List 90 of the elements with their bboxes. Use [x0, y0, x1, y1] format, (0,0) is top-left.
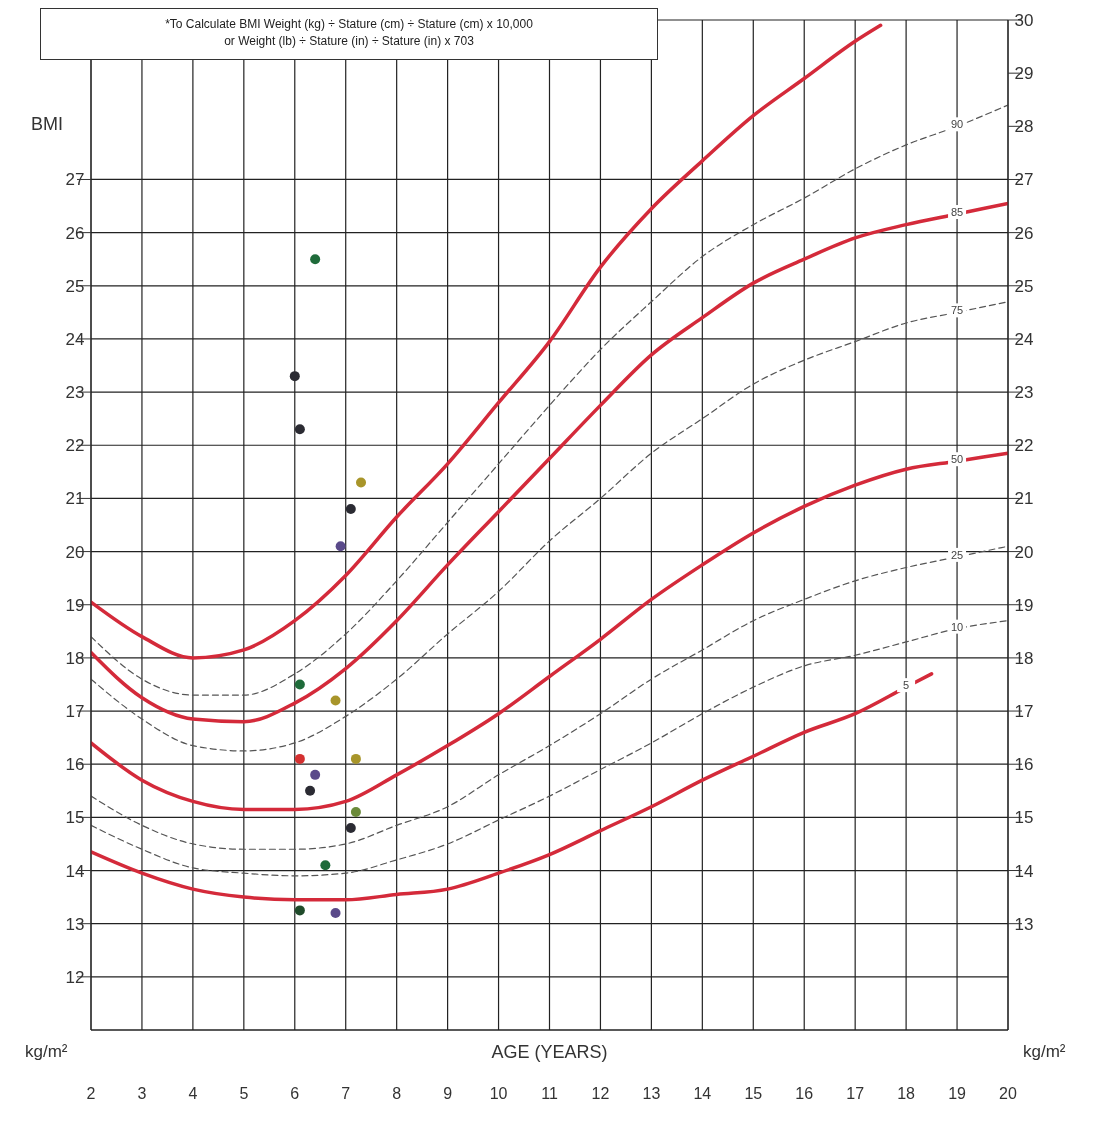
annotation: or Weight (lb) ÷ Stature (in) ÷ Stature (in) x 703: [223, 33, 475, 50]
point: [294, 753, 305, 764]
point: [335, 541, 346, 552]
point: [320, 860, 331, 871]
y2-tick-label: 21: [1014, 489, 1034, 509]
y2-tick-label: 26: [1014, 223, 1034, 243]
x-tick-label: 8: [392, 1085, 402, 1103]
y-tick-label: 24: [65, 329, 85, 349]
point: [350, 807, 361, 818]
x-tick-label: 20: [999, 1085, 1017, 1103]
point: [294, 424, 305, 435]
y-tick-label: 19: [65, 595, 85, 615]
point: [289, 371, 300, 382]
y2-tick-label: 18: [1014, 648, 1034, 668]
line-series: [91, 201, 1008, 724]
line-series: [91, 672, 934, 902]
series-label: 75: [950, 304, 964, 317]
y2-tick-label: 16: [1014, 755, 1034, 775]
x-tick-label: 14: [693, 1085, 712, 1103]
y2-tick-label: 25: [1014, 276, 1034, 296]
x-tick-label: 12: [591, 1085, 610, 1103]
y-tick-label: 14: [65, 861, 85, 881]
line-series: [91, 545, 1008, 850]
line-series: [91, 104, 1008, 696]
y2-tick-label: 29: [1014, 64, 1034, 84]
point: [330, 908, 341, 919]
series-label: 25: [950, 548, 964, 561]
x-tick-label: 19: [948, 1085, 967, 1103]
y-tick-label: 21: [65, 489, 85, 509]
y-tick-label: 17: [65, 702, 85, 722]
point: [356, 477, 367, 488]
y2-tick-label: 17: [1014, 702, 1034, 722]
y-tick-label: 27: [65, 170, 85, 190]
y-tick-label: 22: [65, 436, 85, 456]
point: [345, 823, 356, 833]
x-tick-label: 7: [341, 1085, 351, 1103]
x-tick-label: 2: [86, 1085, 96, 1103]
series-label: 85: [950, 206, 964, 219]
y2-tick-label: 13: [1014, 914, 1034, 934]
y-tick-label: 20: [65, 542, 85, 562]
point: [305, 785, 316, 796]
point: [294, 905, 305, 916]
x-tick-label: 16: [795, 1085, 814, 1103]
series-label: 50: [950, 453, 964, 466]
y-tick-label: 23: [65, 383, 85, 403]
point: [294, 679, 305, 690]
y-tick-label: 25: [65, 276, 85, 296]
y2-axis-title: kg/m²: [1020, 1042, 1069, 1062]
x-tick-label: 13: [642, 1085, 661, 1103]
y-tick-label: 12: [65, 967, 85, 987]
x-tick-label: 6: [290, 1085, 300, 1103]
line-series: [91, 451, 1008, 812]
x-tick-label: 10: [489, 1085, 508, 1103]
y-tick-label: 18: [65, 648, 85, 668]
series-label: 5: [903, 679, 910, 692]
x-tick-label: 9: [443, 1085, 453, 1103]
y-axis-title: BMI: [28, 114, 67, 136]
y-tick-label: 26: [65, 223, 85, 243]
x-tick-label: 3: [137, 1085, 147, 1103]
y2-tick-label: 23: [1014, 383, 1034, 403]
y2-tick-label: 19: [1014, 595, 1034, 615]
y2-tick-label: 14: [1014, 861, 1034, 881]
point: [345, 504, 356, 515]
x-tick-label: 15: [744, 1085, 763, 1103]
point: [330, 695, 341, 706]
line-series: [91, 619, 1008, 877]
series-label: 90: [950, 118, 964, 131]
point: [350, 753, 361, 764]
y-tick-label: 13: [65, 914, 85, 934]
x-tick-label: 18: [897, 1085, 916, 1103]
line-series: [91, 301, 1008, 752]
y2-tick-label: 30: [1014, 11, 1034, 30]
y-tick-label: 16: [65, 755, 85, 775]
x-tick-label: 17: [846, 1085, 865, 1103]
annotation: *To Calculate BMI Weight (kg) ÷ Stature (cm) ÷ Stature (cm) x 10,000: [164, 16, 534, 33]
series-label: 10: [950, 620, 964, 633]
y2-tick-label: 20: [1014, 542, 1034, 562]
y2-tick-label: 22: [1014, 436, 1034, 456]
point: [310, 254, 321, 265]
y2-tick-label: 24: [1014, 329, 1034, 349]
point: [310, 769, 321, 780]
x-tick-label: 11: [541, 1085, 558, 1103]
text: kg/m²: [22, 1042, 71, 1062]
y2-tick-label: 27: [1014, 170, 1034, 190]
y-tick-label: 15: [65, 808, 85, 828]
y2-tick-label: 28: [1014, 117, 1034, 137]
x-axis-title: AGE (YEARS): [469, 1042, 630, 1063]
x-tick-label: 5: [239, 1085, 249, 1103]
y2-tick-label: 15: [1014, 808, 1034, 828]
x-tick-label: 4: [188, 1085, 198, 1103]
